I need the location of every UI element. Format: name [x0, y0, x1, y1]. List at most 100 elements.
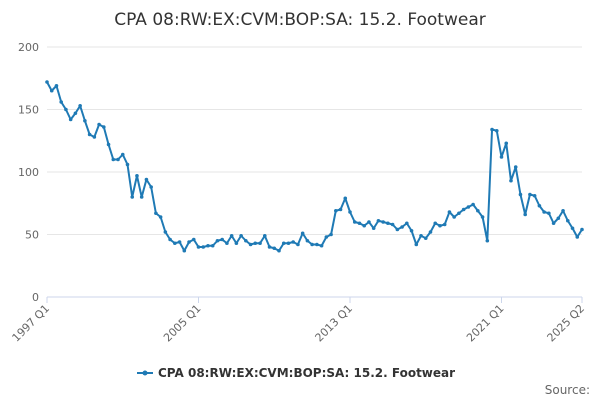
data-point[interactable] — [49, 88, 54, 93]
data-point[interactable] — [196, 245, 201, 249]
data-point[interactable] — [135, 173, 139, 178]
data-point[interactable] — [168, 237, 172, 242]
data-point[interactable] — [267, 245, 272, 249]
data-point[interactable] — [220, 237, 224, 242]
data-point[interactable] — [234, 241, 239, 246]
data-point[interactable] — [523, 212, 527, 217]
data-point[interactable] — [187, 240, 191, 244]
data-point[interactable] — [191, 237, 196, 242]
data-point[interactable] — [547, 211, 551, 216]
credits-source[interactable]: Source: — [545, 383, 590, 397]
data-point[interactable] — [471, 202, 475, 207]
data-point[interactable] — [310, 242, 314, 247]
data-point[interactable] — [177, 240, 182, 244]
data-point[interactable] — [551, 221, 556, 226]
data-point[interactable] — [438, 223, 442, 228]
data-point[interactable] — [423, 236, 428, 241]
data-point[interactable] — [305, 238, 310, 243]
data-point[interactable] — [225, 241, 229, 246]
data-point[interactable] — [319, 243, 324, 248]
data-point[interactable] — [120, 152, 125, 157]
data-point[interactable] — [386, 221, 390, 226]
data-point[interactable] — [206, 243, 210, 248]
data-point[interactable] — [561, 208, 565, 213]
data-point[interactable] — [154, 211, 158, 216]
data-point[interactable] — [329, 232, 333, 237]
legend[interactable]: CPA 08:RW:EX:CVM:BOP:SA: 15.2. Footwear — [137, 366, 455, 380]
data-point[interactable] — [59, 100, 63, 104]
data-point[interactable] — [78, 103, 82, 108]
data-point[interactable] — [158, 215, 163, 219]
data-point[interactable] — [575, 235, 580, 239]
data-point[interactable] — [296, 242, 300, 247]
data-point[interactable] — [125, 162, 130, 167]
data-point[interactable] — [64, 107, 68, 112]
data-point[interactable] — [352, 220, 357, 224]
data-point[interactable] — [253, 241, 258, 246]
data-point[interactable] — [566, 218, 570, 223]
data-point[interactable] — [414, 242, 419, 247]
data-point[interactable] — [201, 245, 206, 249]
data-point[interactable] — [239, 233, 243, 238]
data-point[interactable] — [324, 235, 329, 239]
data-point[interactable] — [528, 192, 532, 197]
data-point[interactable] — [343, 196, 348, 201]
data-point[interactable] — [149, 185, 153, 189]
data-point[interactable] — [542, 210, 546, 214]
data-point[interactable] — [45, 80, 49, 84]
data-point[interactable] — [116, 157, 120, 162]
data-point[interactable] — [376, 218, 381, 223]
data-point[interactable] — [106, 142, 111, 147]
data-point[interactable] — [83, 118, 87, 123]
data-point[interactable] — [277, 248, 281, 253]
data-point[interactable] — [494, 128, 499, 133]
data-point[interactable] — [348, 210, 352, 214]
data-point[interactable] — [244, 238, 248, 243]
data-point[interactable] — [144, 177, 149, 182]
data-point[interactable] — [163, 230, 168, 234]
data-point[interactable] — [102, 125, 106, 129]
data-point[interactable] — [371, 226, 376, 231]
data-point[interactable] — [357, 221, 362, 226]
data-point[interactable] — [580, 227, 584, 232]
data-point[interactable] — [461, 207, 466, 212]
data-point[interactable] — [367, 220, 371, 224]
data-point[interactable] — [409, 228, 414, 233]
data-point[interactable] — [130, 195, 135, 199]
data-point[interactable] — [419, 233, 423, 238]
data-point[interactable] — [452, 215, 456, 219]
data-point[interactable] — [291, 240, 295, 244]
data-point[interactable] — [499, 155, 504, 159]
data-point[interactable] — [362, 223, 367, 228]
data-point[interactable] — [248, 242, 253, 247]
data-point[interactable] — [405, 221, 409, 226]
data-point[interactable] — [315, 242, 319, 247]
data-point[interactable] — [433, 221, 438, 226]
data-point[interactable] — [54, 83, 59, 88]
data-point[interactable] — [485, 238, 490, 243]
data-point[interactable] — [570, 226, 575, 231]
data-point[interactable] — [73, 111, 78, 116]
data-point[interactable] — [258, 241, 262, 246]
data-point[interactable] — [92, 135, 97, 139]
data-point[interactable] — [400, 225, 404, 229]
data-point[interactable] — [111, 157, 116, 162]
data-point[interactable] — [173, 241, 177, 246]
data-point[interactable] — [490, 127, 494, 132]
data-point[interactable] — [428, 230, 433, 234]
data-point[interactable] — [229, 233, 234, 238]
data-point[interactable] — [476, 208, 480, 213]
data-point[interactable] — [68, 117, 73, 122]
data-point[interactable] — [182, 248, 187, 253]
data-point[interactable] — [210, 243, 215, 248]
data-point[interactable] — [215, 238, 220, 243]
data-point[interactable] — [537, 203, 542, 208]
data-point[interactable] — [281, 241, 286, 246]
data-point[interactable] — [513, 165, 518, 169]
data-point[interactable] — [87, 132, 92, 137]
data-point[interactable] — [466, 205, 471, 209]
data-point[interactable] — [139, 195, 144, 199]
data-point[interactable] — [286, 241, 291, 246]
data-point[interactable] — [395, 227, 400, 232]
data-point[interactable] — [272, 246, 277, 251]
